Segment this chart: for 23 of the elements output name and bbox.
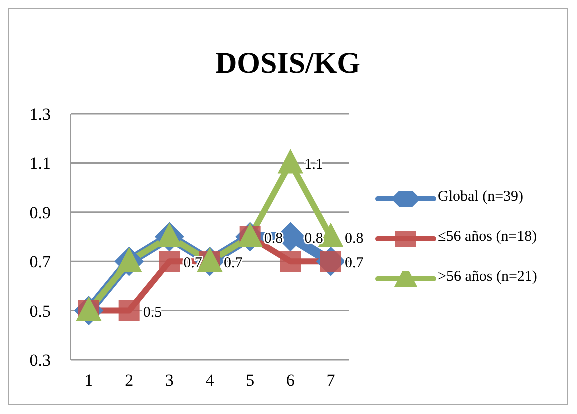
x-tick-label: 5 [246,371,255,390]
y-tick-label: 0.3 [30,351,51,370]
x-tick-label: 2 [125,371,134,390]
legend-label: >56 años (n=21) [438,269,538,286]
chart-title: DOSIS/KG [214,47,362,81]
x-tick-label: 3 [165,371,174,390]
x-tick-label: 6 [286,371,295,390]
x-tick-label: 1 [84,371,94,390]
y-tick-label: 1.1 [30,154,51,174]
x-tick-label: 7 [326,371,336,390]
data-label: 0.7 [224,256,244,272]
data-label: 1.1 [304,157,324,174]
y-tick-label: 1.3 [30,105,51,124]
y-tick-label: 0.9 [30,203,51,222]
y-tick-label: 0.5 [30,302,51,321]
y-tick-label: 0.7 [30,252,52,272]
legend-label: Global (n=39) [438,189,525,206]
data-label: 0.8 [304,231,324,247]
data-label: 0.8 [345,231,364,247]
legend-label: ≤56 años (n=18) [438,229,538,246]
x-tick-label: 4 [206,371,215,390]
data-label: 0.7 [345,256,364,272]
data-label: 0.5 [143,304,162,321]
